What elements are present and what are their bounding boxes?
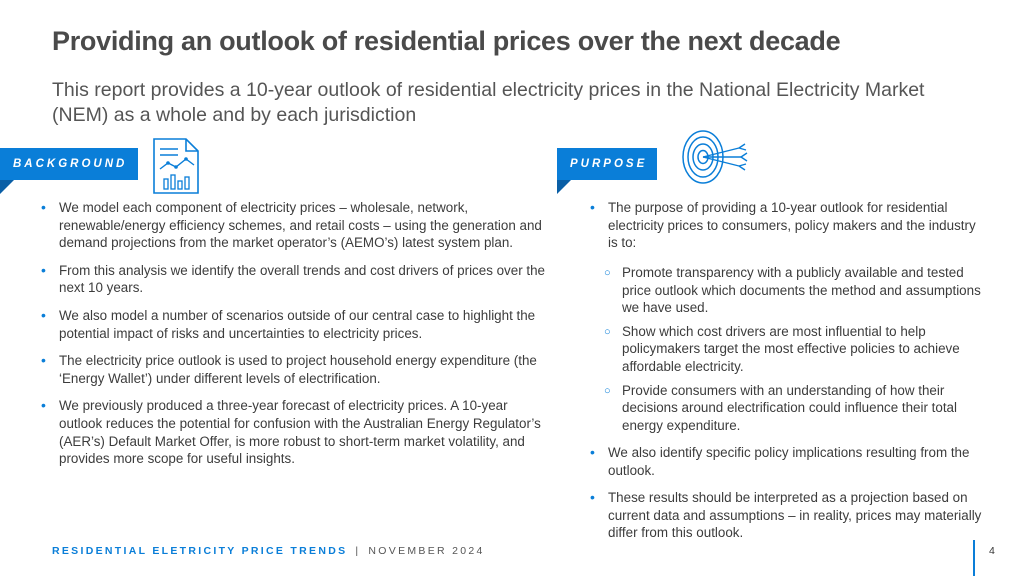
- bullet-dot-icon: •: [590, 444, 595, 460]
- bullet-dot-icon: •: [41, 199, 46, 215]
- circle-bullet-icon: ○: [604, 267, 611, 279]
- page-title: Providing an outlook of residential pric…: [52, 26, 841, 56]
- list-item: • These results should be interpreted as …: [590, 489, 982, 541]
- list-item: ○ Promote transparency with a publicly av…: [604, 265, 981, 316]
- list-item: • We model each component of electricity …: [41, 199, 542, 251]
- page-number: 4: [989, 545, 995, 557]
- bullet-dot-icon: •: [590, 199, 595, 215]
- footer: RESIDENTIAL ELETRICITY PRICE TRENDS | NOVE…: [52, 545, 485, 557]
- page-divider: [973, 540, 975, 576]
- circle-bullet-icon: ○: [604, 384, 611, 397]
- background-bullet-list: • We model each component of electricity …: [41, 199, 547, 478]
- bullet-dot-icon: •: [41, 261, 46, 278]
- target-icon: [682, 130, 748, 184]
- purpose-tail-list: • We also identify specific policy implic…: [590, 444, 985, 552]
- circle-bullet-icon: ○: [604, 325, 611, 338]
- list-item: • From this analysis we identify the over…: [41, 261, 545, 296]
- background-tag: BACKGROUND: [0, 148, 138, 194]
- footer-brand: RESIDENTIAL ELETRICITY PRICE TRENDS: [52, 545, 348, 557]
- list-item: ○ Provide consumers with an understanding…: [604, 382, 957, 433]
- footer-separator: |: [355, 545, 361, 557]
- list-item: • The purpose of providing a 10-year outl…: [590, 199, 976, 251]
- list-item: • The electricity price outlook is used t…: [41, 352, 537, 386]
- purpose-intro-list: • The purpose of providing a 10-year outl…: [590, 199, 985, 262]
- bullet-dot-icon: •: [41, 352, 46, 369]
- bullet-dot-icon: •: [41, 397, 46, 414]
- document-chart-icon: [153, 138, 199, 194]
- list-item: ○ Show which cost drivers are most influe…: [604, 323, 960, 374]
- page-subtitle: This report provides a 10-year outlook o…: [52, 79, 925, 126]
- list-item: • We also identify specific policy implic…: [590, 444, 970, 478]
- purpose-tag: PURPOSE: [557, 148, 657, 194]
- list-item: • We previously produced a three-year for…: [41, 397, 541, 467]
- bullet-dot-icon: •: [590, 489, 595, 506]
- footer-date: NOVEMBER 2024: [368, 545, 485, 557]
- list-item: • We also model a number of scenarios out…: [41, 306, 536, 341]
- bullet-dot-icon: •: [41, 306, 46, 323]
- purpose-sub-list: ○ Promote transparency with a publicly av…: [590, 264, 985, 440]
